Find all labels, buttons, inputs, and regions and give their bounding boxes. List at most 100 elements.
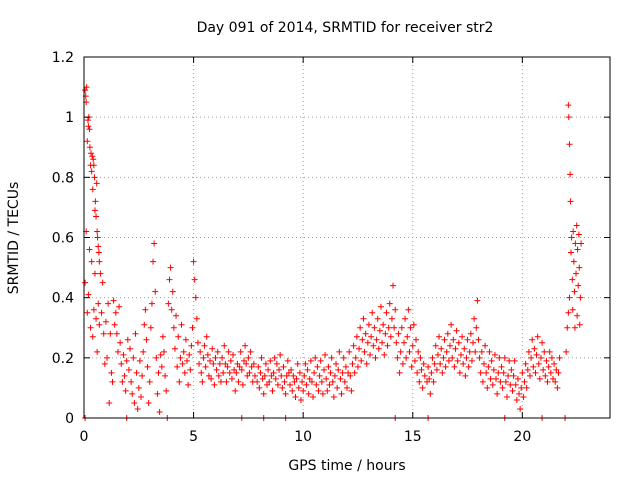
data-point [464,336,471,343]
data-point [372,354,379,361]
data-point [95,300,102,307]
data-point [292,393,299,400]
data-point [264,381,271,388]
data-point [273,360,280,367]
data-points [82,84,585,421]
data-point [367,351,374,358]
data-point [240,357,247,364]
data-point [565,309,572,316]
data-point [485,363,492,370]
data-point [575,282,582,289]
data-point [523,384,530,391]
data-point [165,300,172,307]
data-point [331,372,338,379]
data-point [93,213,100,220]
data-point [379,339,386,346]
data-point [462,372,469,379]
data-point [421,372,428,379]
data-point [442,363,449,370]
data-point [571,288,578,295]
data-point [537,354,544,361]
data-point [224,363,231,370]
data-point [470,339,477,346]
data-point [191,276,198,283]
data-point [310,393,317,400]
data-point [564,324,571,331]
data-point [548,354,555,361]
data-point [174,363,181,370]
data-point [530,363,537,370]
data-point [465,363,472,370]
data-point [187,366,194,373]
data-point [182,336,189,343]
data-point [154,390,161,397]
data-point [87,324,94,331]
data-point [415,348,422,355]
data-point [114,348,121,355]
data-point [194,339,201,346]
data-point [235,378,242,385]
data-point [107,330,114,337]
data-point [143,336,150,343]
data-point [437,360,444,367]
data-point [171,345,178,352]
data-point [212,354,219,361]
data-point [84,309,91,316]
data-point [236,363,243,370]
data-point [296,369,303,376]
data-point [159,333,166,340]
data-point [303,381,310,388]
data-point [487,375,494,382]
data-point [102,318,109,325]
data-point [463,354,470,361]
x-tick-label: 10 [294,429,312,445]
data-point [117,339,124,346]
data-point [232,387,239,394]
data-point [207,357,214,364]
x-tick-label: 0 [80,429,89,445]
data-point [554,384,561,391]
data-point [459,333,466,340]
data-point [482,342,489,349]
data-point [185,381,192,388]
data-point [140,348,147,355]
data-point [99,279,106,286]
data-point [306,375,313,382]
data-point [200,354,207,361]
data-point [307,357,314,364]
data-point [86,246,93,253]
data-point [242,342,249,349]
data-point [556,354,563,361]
data-point [237,348,244,355]
data-point [519,369,526,376]
data-point [512,381,519,388]
data-point [88,258,95,265]
data-point [408,363,415,370]
data-point [89,153,96,160]
data-point [543,357,550,364]
data-point [301,372,308,379]
data-point [110,297,117,304]
data-point [391,324,398,331]
data-point [112,309,119,316]
data-point [471,315,478,322]
data-point [528,354,535,361]
x-tick-label: 15 [404,429,422,445]
data-point [155,369,162,376]
data-point [90,162,97,169]
data-point [419,384,426,391]
data-point [268,372,275,379]
data-point [483,369,490,376]
data-point [553,366,560,373]
data-point [423,378,430,385]
data-point [198,369,205,376]
data-point [86,126,93,133]
data-point [533,351,540,358]
data-point [396,369,403,376]
data-point [514,375,521,382]
data-point [139,372,146,379]
data-point [157,351,164,358]
data-point [456,369,463,376]
data-point [489,381,496,388]
data-point [205,372,212,379]
